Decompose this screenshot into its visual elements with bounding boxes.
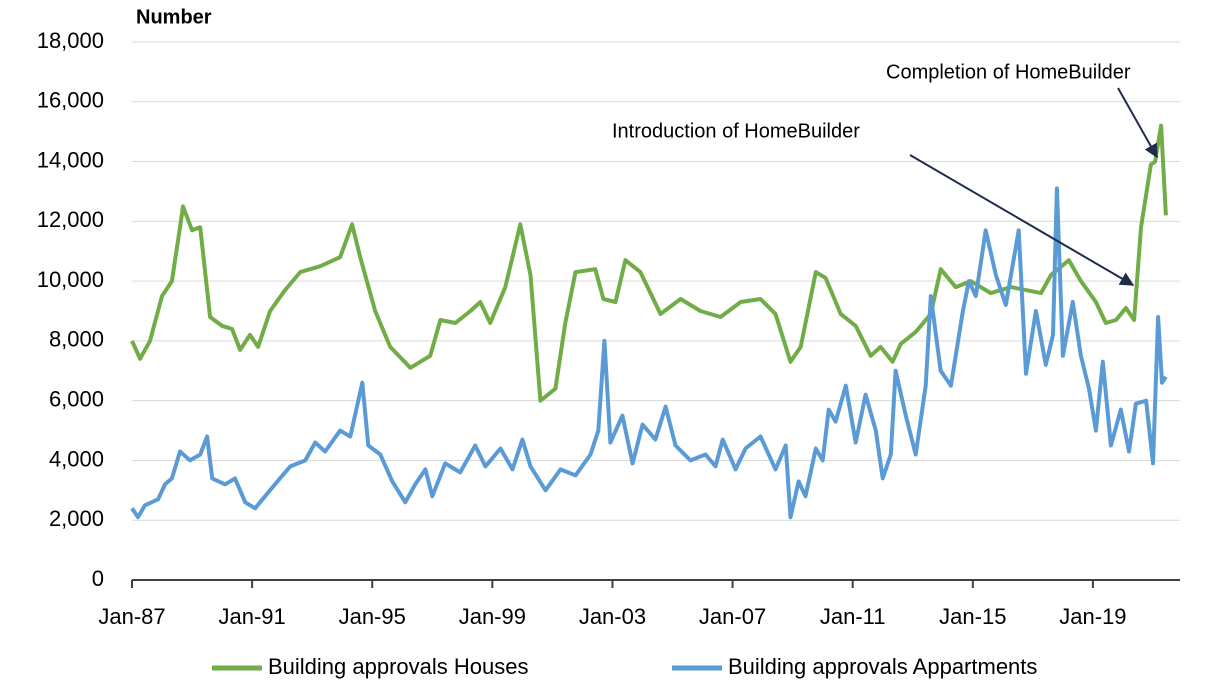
y-axis-label: Number xyxy=(136,6,212,28)
y-tick-label: 16,000 xyxy=(37,88,104,113)
annotation: Introduction of HomeBuilder xyxy=(612,120,860,142)
legend-label: Building approvals Houses xyxy=(268,654,529,679)
y-tick-label: 14,000 xyxy=(37,147,104,172)
x-tick-label: Jan-11 xyxy=(820,604,886,629)
x-tick-label: Jan-91 xyxy=(218,604,285,629)
annotation-arrow xyxy=(1117,87,1158,159)
x-tick-label: Jan-15 xyxy=(939,604,1006,629)
y-tick-label: 4,000 xyxy=(49,446,104,471)
y-tick-label: 18,000 xyxy=(37,28,104,53)
x-tick-label: Jan-19 xyxy=(1059,604,1126,629)
series-line xyxy=(130,186,1168,520)
x-tick-label: Jan-95 xyxy=(339,604,406,629)
x-tick-label: Jan-87 xyxy=(98,604,165,629)
x-tick-label: Jan-07 xyxy=(699,604,766,629)
x-tick-label: Jan-03 xyxy=(579,604,646,629)
annotation-arrow xyxy=(909,154,1135,286)
annotation: Completion of HomeBuilder xyxy=(886,61,1131,83)
y-tick-label: 2,000 xyxy=(49,506,104,531)
y-tick-label: 6,000 xyxy=(49,386,104,411)
series-line xyxy=(130,123,1168,403)
y-tick-label: 12,000 xyxy=(37,207,104,232)
y-tick-label: 0 xyxy=(92,566,104,591)
y-tick-label: 8,000 xyxy=(49,327,104,352)
legend-label: Building approvals Appartments xyxy=(728,654,1037,679)
y-tick-label: 10,000 xyxy=(37,267,104,292)
x-tick-label: Jan-99 xyxy=(459,604,526,629)
